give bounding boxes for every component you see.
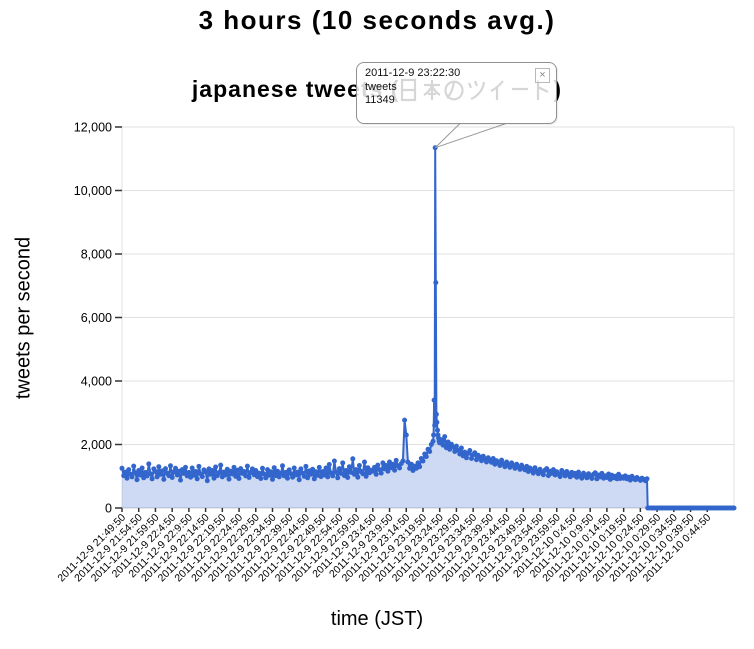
y-tick-label: 0 (105, 502, 112, 516)
y-tick-label: 8,000 (81, 248, 112, 262)
y-tick-label: 4,000 (81, 375, 112, 389)
y-tick-label: 10,000 (74, 184, 112, 198)
area-series (122, 147, 734, 508)
subtitle-close-paren: ) (553, 76, 563, 102)
main-title: 3 hours (10 seconds avg.) (198, 5, 556, 35)
y-tick-label: 12,000 (74, 121, 112, 135)
y-tick-label: 2,000 (81, 438, 112, 452)
y-axis-labels: 0 2,000 4,000 6,000 8,000 10,000 12,000 (74, 121, 112, 516)
x-axis-title: time (JST) (330, 608, 424, 630)
data-points[interactable] (119, 145, 737, 511)
y-tick-label: 6,000 (81, 311, 112, 325)
close-icon: × (539, 69, 546, 81)
tooltip-close-button[interactable]: × (535, 68, 550, 83)
tooltip-callout (434, 123, 507, 149)
axis-ticks (115, 126, 708, 512)
tooltip-value: 11349 (365, 94, 395, 106)
tooltip-series-label: tweets (365, 80, 397, 93)
tooltip-timestamp: 2011-12-9 23:22:30 (365, 67, 461, 79)
tooltip: 2011-12-9 23:22:30 tweets 11349 × (356, 62, 557, 124)
